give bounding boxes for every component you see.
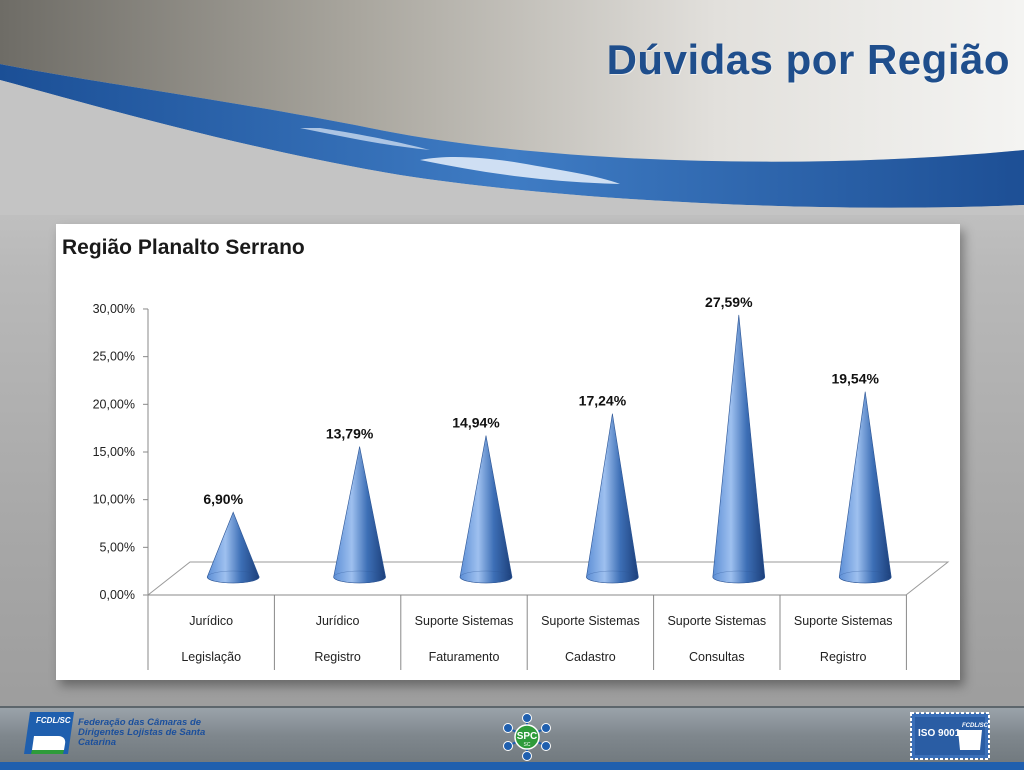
spc-logo: SPC SC	[503, 713, 551, 761]
cone-body	[712, 314, 766, 584]
fcdl-logo-text: FCDL/SC	[36, 716, 71, 725]
data-label: 27,59%	[705, 294, 753, 310]
y-tick-label: 25,00%	[93, 350, 135, 364]
x-category-sublabel: Registro	[820, 650, 867, 664]
cone-chart: 0,00% 5,00% 10,00% 15,00% 20,00% 25,00% 30,00%…	[93, 294, 950, 670]
x-category-sublabel: Registro	[314, 650, 361, 664]
footer-stripe	[0, 762, 1024, 770]
cone-base	[712, 570, 766, 584]
data-label: 19,54%	[831, 371, 879, 387]
spc-logo-subtext: SC	[524, 742, 531, 748]
cone-base	[459, 570, 513, 584]
cone-bar	[586, 413, 639, 584]
iso-brand: FCDL/SC	[962, 723, 989, 729]
x-category-sublabel: Faturamento	[429, 650, 500, 664]
cone-base	[586, 570, 639, 584]
chart-card: Região Planalto Serrano 0,00% 5,00% 10,00%…	[56, 224, 960, 680]
y-tick-label: 20,00%	[93, 397, 135, 411]
cone-body	[838, 391, 892, 584]
chart-title: Região Planalto Serrano	[62, 236, 305, 259]
x-category-label: Suporte Sistemas	[541, 614, 640, 628]
x-category-label: Suporte Sistemas	[794, 614, 893, 628]
cone-bar	[206, 511, 260, 584]
cone-body	[333, 446, 386, 584]
y-tick-label: 5,00%	[100, 540, 135, 554]
cone-body	[586, 413, 639, 584]
x-category-label: Suporte Sistemas	[415, 614, 514, 628]
cone-bar	[838, 391, 892, 584]
iso-text: ISO 9001	[918, 728, 961, 739]
cone-body	[206, 511, 260, 584]
y-tick-label: 15,00%	[93, 445, 135, 459]
x-category-sublabel: Cadastro	[565, 650, 616, 664]
y-tick-label: 0,00%	[100, 588, 135, 602]
fcdl-name: Federação das Câmaras de Dirigentes Loji…	[78, 717, 206, 748]
cone-base	[206, 570, 260, 584]
y-tick-label: 10,00%	[93, 493, 135, 507]
chart-floor	[146, 561, 950, 596]
x-category-label: Jurídico	[189, 614, 233, 628]
cone-base	[333, 570, 386, 584]
data-label: 13,79%	[326, 426, 374, 442]
iso-9001-badge: ISO 9001 FCDL/SC	[910, 712, 990, 760]
slide-title: Dúvidas por Região	[606, 36, 1010, 83]
header-swoosh	[0, 0, 1024, 215]
data-label: 14,94%	[452, 415, 500, 431]
data-label: 17,24%	[579, 393, 627, 409]
fcdl-logo: FCDL/SC	[24, 712, 74, 754]
cone-bar	[459, 435, 513, 584]
footer-bar: FCDL/SC Federação das Câmaras de Dirigen…	[0, 706, 1024, 770]
cone-body	[459, 435, 513, 584]
cone-bar	[712, 314, 766, 584]
data-label: 6,90%	[203, 491, 243, 507]
cone-bar	[333, 446, 386, 584]
x-category-sublabel: Consultas	[689, 650, 745, 664]
x-category-label: Jurídico	[316, 614, 360, 628]
cone-base	[838, 570, 892, 584]
spc-logo-text: SPC	[517, 731, 538, 742]
y-tick-label: 30,00%	[93, 302, 135, 316]
x-category-sublabel: Legislação	[181, 650, 241, 664]
x-category-label: Suporte Sistemas	[667, 614, 766, 628]
